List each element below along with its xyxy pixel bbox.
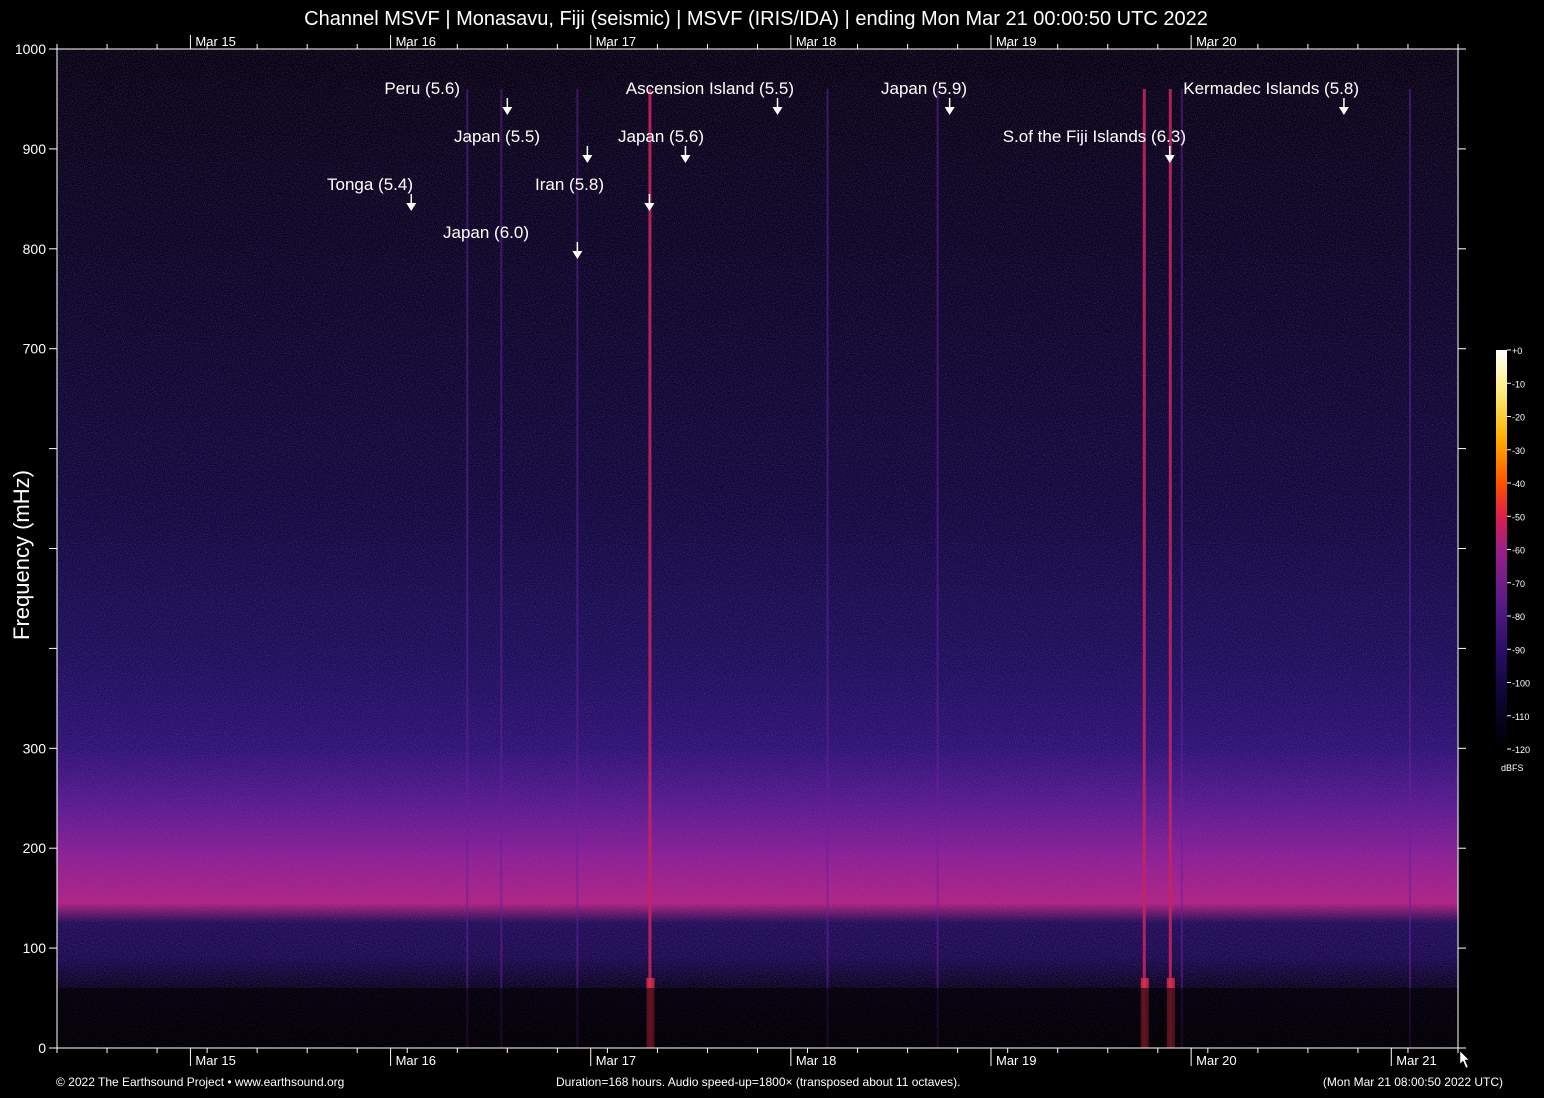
colorbar-tick-label: -100 bbox=[1512, 679, 1530, 689]
event-label: Japan (5.5) bbox=[454, 127, 540, 146]
colorbar-tick-label: -90 bbox=[1512, 645, 1525, 655]
event-trace bbox=[1168, 89, 1172, 1048]
event-trace bbox=[648, 89, 652, 1048]
event-label: Japan (6.0) bbox=[443, 223, 529, 242]
event-trace bbox=[1142, 89, 1146, 1048]
event-arrow-icon bbox=[406, 203, 417, 211]
colorbar-tick-label: -60 bbox=[1512, 546, 1525, 556]
x-top-tick-label: Mar 15 bbox=[195, 34, 235, 49]
event-trace bbox=[936, 89, 939, 1048]
colorbar-label: dBFS bbox=[1501, 763, 1524, 773]
event-arrow-icon bbox=[944, 107, 955, 115]
event-arrow-icon bbox=[582, 155, 593, 163]
x-top-tick-label: Mar 18 bbox=[796, 34, 836, 49]
colorbar-tick-label: -80 bbox=[1512, 612, 1525, 622]
y-tick-label: 0 bbox=[38, 1040, 46, 1056]
colorbar-tick-label: +0 bbox=[1512, 346, 1522, 356]
x-tick-label: Mar 17 bbox=[596, 1053, 636, 1068]
colorbar-tick-label: -120 bbox=[1512, 745, 1530, 755]
event-label: Ascension Island (5.5) bbox=[626, 79, 794, 98]
y-axis-label: Frequency (mHz) bbox=[9, 470, 34, 640]
event-arrow-icon bbox=[644, 203, 655, 211]
x-top-tick-label: Mar 16 bbox=[396, 34, 436, 49]
footer-copyright: © 2022 The Earthsound Project • www.eart… bbox=[56, 1075, 345, 1089]
y-tick-label: 300 bbox=[23, 740, 47, 756]
event-arrow-icon bbox=[572, 251, 583, 259]
footer-timestamp: (Mon Mar 21 08:00:50 2022 UTC) bbox=[1322, 1075, 1503, 1089]
colorbar-tick-label: -40 bbox=[1512, 479, 1525, 489]
event-label: Iran (5.8) bbox=[535, 175, 604, 194]
y-tick-label: 700 bbox=[23, 341, 47, 357]
event-arrow-icon bbox=[680, 155, 691, 163]
chart-title: Channel MSVF | Monasavu, Fiji (seismic) … bbox=[304, 8, 1208, 30]
colorbar-tick-label: -20 bbox=[1512, 413, 1525, 423]
y-tick-label: 100 bbox=[23, 940, 47, 956]
event-trace bbox=[1180, 89, 1183, 1048]
x-axis: Mar 15 Mar 16 Mar 17 Mar 18 Mar 19 Mar 20 Mar … bbox=[56, 34, 1459, 1068]
event-trace bbox=[466, 89, 469, 1048]
x-tick-label: Mar 21 bbox=[1396, 1053, 1436, 1068]
y-axis: 0 100 200 300 700 800 900 1000 bbox=[15, 41, 1466, 1056]
x-tick-label: Mar 18 bbox=[796, 1053, 836, 1068]
event-label: Japan (5.9) bbox=[881, 79, 967, 98]
low-freq-band bbox=[57, 988, 1458, 1048]
event-trace bbox=[500, 89, 503, 1048]
footer-duration: Duration=168 hours. Audio speed-up=1800×… bbox=[556, 1075, 961, 1089]
event-arrow-icon bbox=[1164, 155, 1175, 163]
y-tick-label: 1000 bbox=[15, 41, 46, 57]
colorbar-gradient bbox=[1496, 350, 1507, 749]
event-traces bbox=[57, 89, 1458, 1048]
x-tick-label: Mar 20 bbox=[1196, 1053, 1236, 1068]
x-top-tick-label: Mar 20 bbox=[1196, 34, 1236, 49]
event-trace bbox=[1408, 89, 1411, 1048]
colorbar-tick-label: -70 bbox=[1512, 579, 1525, 589]
event-annotations: Peru (5.6) Japan (5.5) Tonga (5.4) Iran (5.… bbox=[327, 79, 1359, 259]
x-top-tick-label: Mar 17 bbox=[596, 34, 636, 49]
mouse-cursor-icon bbox=[1459, 1050, 1470, 1069]
event-arrow-icon bbox=[502, 107, 513, 115]
colorbar: +0 -10 -20 -30 -40 -50 -60 -70 -80 -90 -100 -110 -12… bbox=[1496, 346, 1530, 773]
colorbar-tick-label: -110 bbox=[1512, 712, 1529, 722]
event-trace bbox=[826, 89, 829, 1048]
event-trace bbox=[576, 89, 579, 1048]
colorbar-tick-label: -10 bbox=[1512, 379, 1525, 389]
event-label: S.of the Fiji Islands (6.3) bbox=[1003, 127, 1186, 146]
spectrogram-noise bbox=[57, 49, 1458, 1048]
x-tick-label: Mar 16 bbox=[396, 1053, 436, 1068]
event-label: Japan (5.6) bbox=[618, 127, 704, 146]
x-tick-label: Mar 15 bbox=[195, 1053, 235, 1068]
y-tick-label: 900 bbox=[23, 141, 47, 157]
colorbar-tick-label: -30 bbox=[1512, 446, 1525, 456]
event-label: Kermadec Islands (5.8) bbox=[1183, 79, 1359, 98]
x-tick-label: Mar 19 bbox=[996, 1053, 1036, 1068]
y-tick-label: 200 bbox=[23, 840, 47, 856]
event-label: Tonga (5.4) bbox=[327, 175, 413, 194]
event-label: Peru (5.6) bbox=[384, 79, 460, 98]
colorbar-tick-label: -50 bbox=[1512, 512, 1525, 522]
event-arrow-icon bbox=[1338, 107, 1349, 115]
x-top-tick-label: Mar 19 bbox=[996, 34, 1036, 49]
plot-area bbox=[56, 48, 1459, 1049]
y-tick-label: 800 bbox=[23, 241, 47, 257]
event-arrow-icon bbox=[772, 107, 783, 115]
